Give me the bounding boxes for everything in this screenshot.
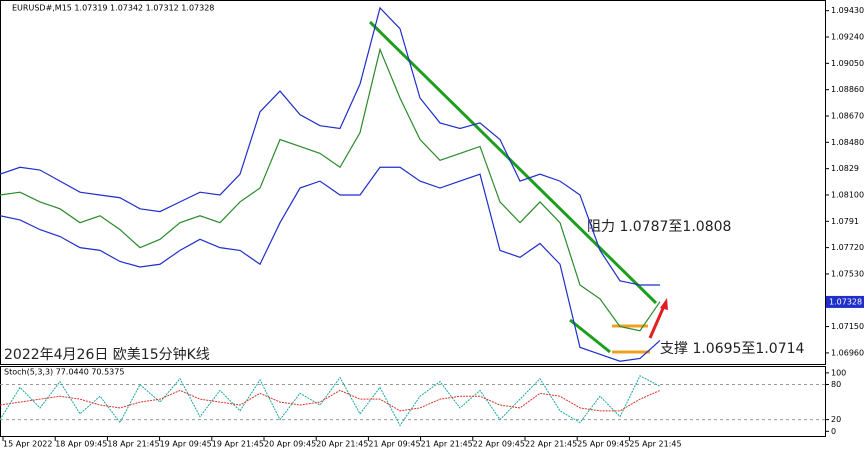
arrow-head: [660, 298, 668, 310]
annotation: 阻力 1.0787至1.0808: [587, 219, 731, 235]
x-tick-label: 22 Apr 09:45: [473, 440, 525, 449]
y-tick-label: 1.07530: [831, 269, 864, 278]
y-tick-label: 1.06960: [831, 348, 864, 357]
series-line: [0, 166, 661, 362]
last-price-label: 1.07328: [829, 297, 862, 306]
y-tick-label: 1.08480: [831, 138, 864, 147]
y-tick-label: 1.08860: [831, 85, 864, 94]
y-tick-label: 20: [831, 415, 841, 424]
symbol-header: EURUSD#,M15 1.07319 1.07342 1.07312 1.07…: [12, 4, 214, 13]
y-tick-label: 0: [831, 427, 836, 436]
resistance-line: [368, 20, 658, 305]
stoch-panel: [0, 366, 826, 437]
x-tick-label: 19 Apr 21:45: [212, 440, 264, 449]
y-tick-label: 80: [831, 380, 841, 389]
x-tick-label: 18 Apr 21:45: [107, 440, 159, 449]
support-line: [569, 318, 611, 354]
y-tick-label: 1.0829: [831, 164, 859, 173]
x-tick-label: 25 Apr 21:45: [629, 440, 681, 449]
x-tick-label: 22 Apr 21:45: [525, 440, 577, 449]
x-tick-label: 19 Apr 09:45: [160, 440, 212, 449]
y-tick-label: 1.09050: [831, 59, 864, 68]
annotation: 2022年4月26日 欧美15分钟K线: [4, 346, 210, 363]
arrow: [648, 305, 666, 339]
stoch-title: Stoch(5,3,3) 77.0440 70.5375: [4, 368, 124, 377]
y-tick-label: 1.08100: [831, 190, 864, 199]
y-tick-label: 1.09430: [831, 6, 864, 15]
series-line: [0, 389, 661, 412]
annotation: 支撑 1.0695至1.0714: [660, 341, 805, 357]
last-price-box: [826, 295, 864, 308]
x-tick-label: 20 Apr 09:45: [264, 440, 316, 449]
y-tick-label: 1.0791: [831, 217, 859, 226]
x-tick-label: 25 Apr 09:45: [577, 440, 629, 449]
x-tick-label: 21 Apr 21:45: [421, 440, 473, 449]
main-panel: [0, 0, 826, 365]
y-tick-label: 100: [831, 368, 846, 377]
x-tick-label: 18 Apr 09:45: [55, 440, 107, 449]
y-tick-label: 1.07720: [831, 243, 864, 252]
x-tick-label: 15 Apr 2022: [3, 440, 52, 449]
y-tick-label: 1.08670: [831, 111, 864, 120]
series-line: [0, 6, 660, 286]
x-tick-label: 21 Apr 09:45: [368, 440, 420, 449]
x-tick-label: 20 Apr 21:45: [316, 440, 368, 449]
y-tick-label: 1.07150: [831, 322, 864, 331]
y-tick-label: 1.09240: [831, 33, 864, 42]
series-line: [0, 47, 661, 332]
